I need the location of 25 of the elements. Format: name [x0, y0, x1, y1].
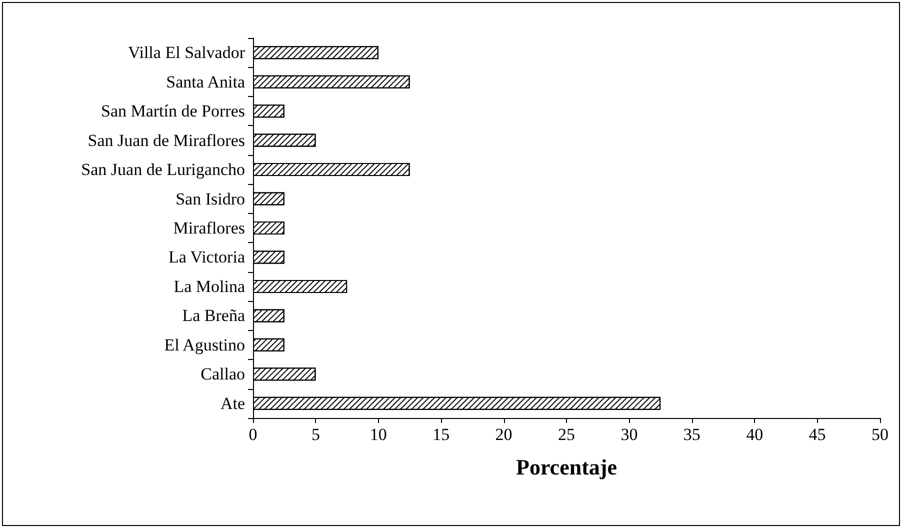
y-tick-label: Miraflores [173, 218, 245, 238]
x-tick-label: 40 [746, 425, 764, 444]
y-tick-label: Villa El Salvador [128, 43, 246, 62]
x-tick-label: 5 [311, 425, 320, 444]
x-tick-label: 15 [432, 425, 450, 444]
y-tick-label: San Martín de Porres [100, 102, 245, 121]
y-tick-label: La Molina [174, 276, 246, 296]
y-tick-label: Ate [220, 394, 245, 413]
y-tick-label: La Victoria [168, 248, 246, 267]
x-tick-label: 30 [620, 425, 638, 444]
x-tick-label: 20 [495, 425, 512, 444]
x-tick-label: 25 [558, 425, 575, 444]
x-tick-label: 50 [872, 425, 888, 444]
x-axis-title: Porcentaje [516, 454, 618, 480]
y-tick-label: Callao [200, 364, 245, 384]
y-tick-label: San Isidro [176, 189, 245, 208]
x-tick-label: 35 [683, 425, 700, 444]
x-tick-label: 45 [808, 425, 826, 444]
x-tick-label: 10 [370, 425, 387, 444]
y-tick-label: San Juan de Lurigancho [81, 160, 245, 180]
x-tick-label: 0 [248, 425, 258, 444]
y-tick-label: Santa Anita [166, 72, 246, 92]
y-tick-label: San Juan de Miraflores [88, 130, 245, 150]
y-tick-label: El Agustino [164, 335, 245, 354]
y-tick-label: La Breña [182, 306, 246, 326]
